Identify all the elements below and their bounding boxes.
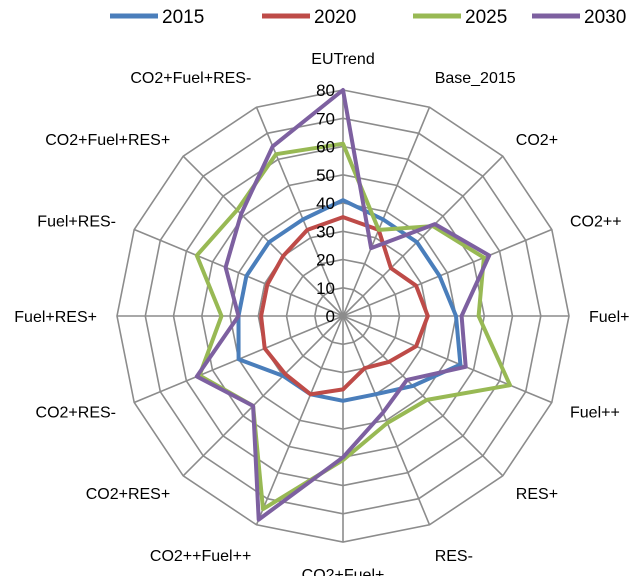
tick-label-60: 60 (316, 138, 335, 157)
series-layer (194, 88, 512, 522)
category-label-2: CO2+ (516, 132, 558, 149)
category-label-14: CO2+Fuel+RES+ (45, 132, 170, 149)
series-line-2015 (236, 198, 463, 403)
spoke-9 (255, 315, 344, 526)
category-label-10: CO2+RES+ (86, 486, 170, 503)
legend-label-2015: 2015 (162, 7, 204, 28)
spoke-5 (342, 315, 553, 404)
spoke-6 (342, 315, 504, 477)
tick-label-20: 20 (316, 251, 335, 270)
spoke-7 (342, 315, 431, 526)
grid (116, 89, 570, 543)
category-label-0: EUTrend (311, 51, 374, 68)
tick-label-0: 0 (326, 307, 335, 326)
spoke-10 (182, 315, 344, 477)
category-labels: EUTrend Base_2015 CO2+ CO2++ Fuel+ Fuel++ RES+… (14, 51, 629, 576)
category-label-3: CO2++ (570, 213, 622, 230)
legend-label-2020: 2020 (314, 7, 356, 28)
category-label-8: CO2+Fuel+ (302, 567, 385, 576)
spoke-1 (342, 106, 431, 317)
category-label-1: Base_2015 (435, 70, 516, 87)
tick-label-30: 30 (316, 222, 335, 241)
spoke-14 (182, 155, 344, 317)
category-label-6: RES+ (516, 486, 558, 503)
tick-label-10: 10 (316, 279, 335, 298)
series-line-2030 (194, 88, 492, 522)
series-line-2020 (259, 215, 430, 397)
tick-label-50: 50 (316, 166, 335, 185)
legend-label-2030: 2030 (584, 7, 626, 28)
category-label-13: Fuel+RES- (37, 213, 116, 230)
tick-label-40: 40 (316, 194, 335, 213)
category-label-5: Fuel++ (570, 405, 620, 422)
category-label-9: CO2++Fuel++ (150, 548, 251, 565)
series-line-2025 (194, 141, 512, 512)
tick-label-70: 70 (316, 109, 335, 128)
category-label-15: CO2+Fuel+RES- (130, 70, 251, 87)
legend-label-2025: 2025 (465, 7, 507, 28)
legend: 2015 2020 2025 2030 (110, 7, 626, 28)
category-label-11: CO2+RES- (36, 405, 116, 422)
spoke-15 (255, 106, 344, 317)
spoke-2 (342, 155, 504, 317)
category-label-12: Fuel+RES+ (14, 309, 97, 326)
category-label-7: RES- (435, 548, 473, 565)
spoke-3 (342, 228, 553, 317)
tick-labels: 0 10 20 30 40 50 60 70 80 (316, 81, 335, 326)
category-label-4: Fuel+ (589, 309, 629, 326)
spoke-13 (133, 228, 344, 317)
tick-label-80: 80 (316, 81, 335, 100)
